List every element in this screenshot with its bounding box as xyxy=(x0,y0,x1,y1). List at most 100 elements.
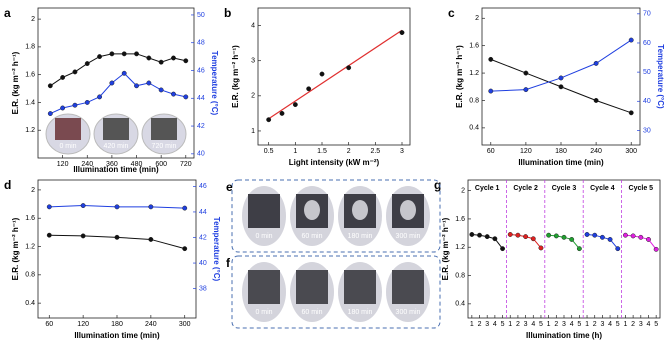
photo-sample xyxy=(248,270,280,304)
y-tick-label: 2 xyxy=(31,16,35,23)
y-tick-label: 2 xyxy=(251,93,255,100)
data-point xyxy=(615,246,621,252)
data-point xyxy=(148,236,154,242)
series-line xyxy=(50,72,186,115)
x-tick-label: 2 xyxy=(478,321,482,328)
data-point xyxy=(592,232,598,238)
x-axis-label: Illumination time (min) xyxy=(73,165,159,174)
x-tick-label: 600 xyxy=(155,161,167,168)
cycle-label: Cycle 1 xyxy=(475,185,500,192)
y2-tick-label: 40 xyxy=(643,98,651,105)
y-tick-label: 1.2 xyxy=(25,127,35,134)
y-axis-label: E.R. (kg m⁻² h⁻¹) xyxy=(455,45,464,108)
y2-tick-label: 40 xyxy=(197,151,205,158)
x-axis-label: Illumination time (min) xyxy=(74,331,160,340)
data-point xyxy=(584,232,590,237)
x-tick-label: 4 xyxy=(493,321,497,328)
x-tick-label: 2 xyxy=(516,321,520,328)
y-tick-label: 1.2 xyxy=(25,243,35,250)
data-point xyxy=(628,110,634,116)
y-tick-label: 1 xyxy=(251,128,255,135)
data-point xyxy=(60,105,66,111)
panel-label: e xyxy=(226,180,233,194)
data-point xyxy=(576,246,582,252)
photo-caption: 180 min xyxy=(348,233,373,240)
y2-axis-label: Temperature (°C) xyxy=(656,44,665,109)
x-tick-label: 2 xyxy=(631,321,635,328)
salt-deposit xyxy=(304,200,320,220)
y2-tick-label: 44 xyxy=(197,95,205,102)
photo-caption: 60 min xyxy=(301,309,322,316)
y-tick-label: 1.4 xyxy=(25,99,35,106)
y-axis-label: E.R. (kg m⁻² h⁻¹) xyxy=(231,45,240,108)
x-tick-label: 0.5 xyxy=(264,148,274,155)
y-tick-label: 0.4 xyxy=(469,125,479,132)
x-tick-label: 1 xyxy=(293,148,297,155)
x-axis-label: Illumination time (h) xyxy=(526,331,602,340)
data-point xyxy=(121,70,127,76)
data-point xyxy=(182,205,188,211)
x-tick-label: 3 xyxy=(639,321,643,328)
data-point xyxy=(266,117,272,123)
x-tick-label: 2 xyxy=(554,321,558,328)
fit-line xyxy=(268,29,403,120)
data-point xyxy=(488,56,494,62)
x-tick-label: 5 xyxy=(577,321,581,328)
x-tick-label: 2 xyxy=(347,148,351,155)
data-point xyxy=(306,86,312,92)
data-point xyxy=(558,75,564,81)
data-point xyxy=(546,232,552,238)
data-point xyxy=(484,234,490,240)
data-point xyxy=(148,204,154,210)
x-tick-label: 1 xyxy=(585,321,589,328)
data-point xyxy=(146,55,152,61)
data-point xyxy=(622,232,628,238)
x-tick-label: 3 xyxy=(400,148,404,155)
data-point xyxy=(47,83,53,89)
y-tick-label: 1.2 xyxy=(455,244,465,251)
y-tick-label: 0.8 xyxy=(455,272,465,279)
panel-label: d xyxy=(4,178,11,192)
data-point xyxy=(523,70,529,76)
data-point xyxy=(569,236,575,242)
data-point xyxy=(84,61,90,67)
y-tick-label: 3 xyxy=(251,58,255,65)
data-point xyxy=(146,80,152,86)
inset-sample xyxy=(151,118,177,140)
data-point xyxy=(638,234,644,240)
plot-frame xyxy=(37,179,197,319)
x-tick-label: 5 xyxy=(501,321,505,328)
inset-caption: 720 min xyxy=(152,143,177,150)
x-tick-label: 120 xyxy=(520,148,532,155)
y2-tick-label: 50 xyxy=(643,69,651,76)
x-tick-label: 240 xyxy=(590,148,602,155)
y2-tick-label: 30 xyxy=(643,127,651,134)
cycle-label: Cycle 5 xyxy=(629,185,654,192)
data-point xyxy=(630,233,636,239)
x-tick-label: 180 xyxy=(111,321,123,328)
data-point xyxy=(114,234,120,240)
y2-axis-label: Temperature (°C) xyxy=(210,51,219,116)
y2-tick-label: 50 xyxy=(197,12,205,19)
data-point xyxy=(72,102,78,108)
x-tick-label: 1.5 xyxy=(317,148,327,155)
data-point xyxy=(84,99,90,105)
data-point xyxy=(346,65,352,71)
photo-caption: 180 min xyxy=(348,309,373,316)
data-point xyxy=(158,87,164,93)
y-tick-label: 1.6 xyxy=(455,216,465,223)
plot-frame xyxy=(467,179,661,319)
photo-sample xyxy=(392,270,424,304)
photo-caption: 60 min xyxy=(301,233,322,240)
plot-frame xyxy=(37,7,195,159)
data-point xyxy=(538,245,544,251)
data-point xyxy=(47,111,53,117)
data-point xyxy=(593,60,599,66)
y2-tick-label: 46 xyxy=(199,183,207,190)
y2-tick-label: 60 xyxy=(643,40,651,47)
y2-tick-label: 40 xyxy=(199,260,207,267)
photo-sample xyxy=(296,270,328,304)
y-axis-label: E.R. (kg m⁻² h⁻¹) xyxy=(11,51,20,114)
y-tick-label: 2 xyxy=(31,187,35,194)
y-tick-label: 2 xyxy=(475,15,479,22)
